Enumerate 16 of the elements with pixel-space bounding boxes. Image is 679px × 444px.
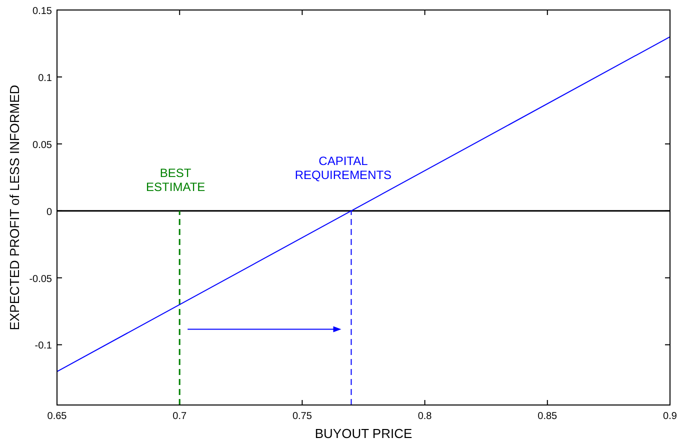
x-axis-title: BUYOUT PRICE — [314, 426, 412, 441]
x-tick-label: 0.7 — [172, 411, 187, 422]
x-tick-label: 0.65 — [47, 411, 68, 422]
y-tick-label: -0.1 — [34, 340, 52, 352]
ref-line-label: BEST ESTIMATE — [146, 166, 206, 194]
x-tick-label: 0.85 — [538, 411, 558, 422]
y-tick-label: 0.15 — [32, 6, 52, 17]
y-tick-label: 0.05 — [32, 140, 52, 151]
x-tick-label: 0.75 — [292, 411, 312, 422]
x-tick-label: 0.8 — [418, 411, 432, 422]
x-tick-label: 0.9 — [663, 411, 678, 422]
y-tick-label: -0.05 — [29, 274, 52, 285]
y-axis-title: EXPECTED PROFIT of LESS INFORMED — [7, 84, 22, 330]
y-tick-label: 0 — [46, 206, 52, 218]
y-tick-label: 0.1 — [38, 72, 52, 84]
ref-line-label: CAPITAL REQUIREMENTS — [294, 154, 392, 182]
